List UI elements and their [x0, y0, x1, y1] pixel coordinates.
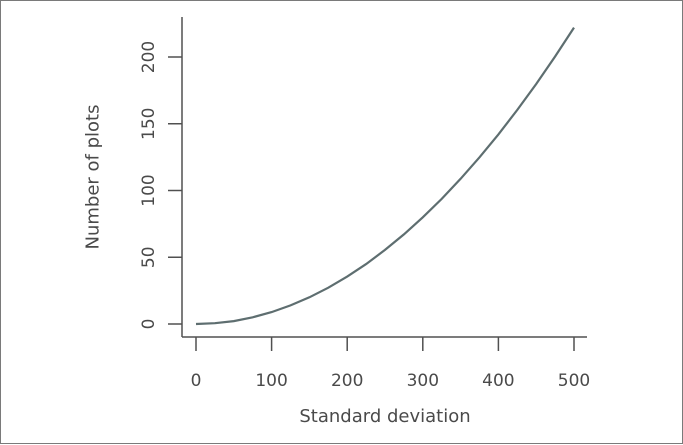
y-tick-label: 200: [139, 41, 159, 73]
x-axis-label: Standard deviation: [299, 406, 470, 427]
y-tick-label: 150: [139, 108, 159, 140]
x-tick-label: 300: [407, 371, 439, 391]
y-axis-label: Number of plots: [83, 105, 104, 250]
y-ticks: 0 50 100 150 200: [139, 41, 182, 330]
x-tick-label: 500: [558, 371, 590, 391]
y-tick-label: 100: [139, 174, 159, 206]
x-tick-label: 100: [255, 371, 287, 391]
x-tick-label: 400: [482, 371, 514, 391]
x-tick-label: 200: [331, 371, 363, 391]
y-tick-label: 50: [139, 246, 159, 268]
x-tick-label: 0: [191, 371, 202, 391]
y-tick-label: 0: [139, 319, 159, 330]
x-ticks: 0 100 200 300 400 500: [191, 337, 590, 391]
series-line: [195, 26, 575, 326]
